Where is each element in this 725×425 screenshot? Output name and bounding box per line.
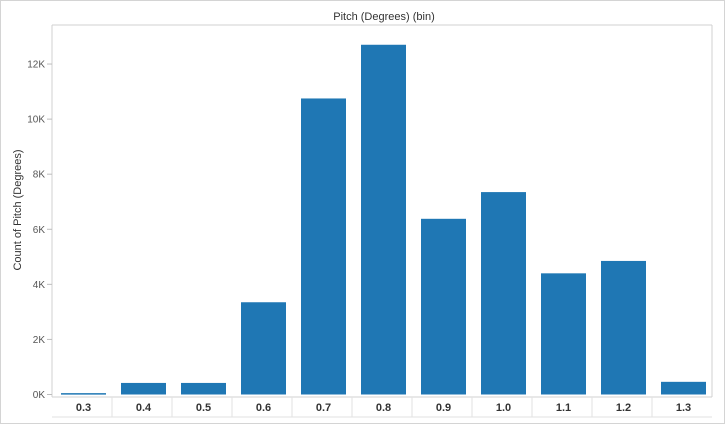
- x-tick-label: 0.5: [196, 402, 211, 414]
- x-tick-label: 1.0: [496, 402, 511, 414]
- y-tick-label: 0K: [33, 390, 46, 401]
- bar[interactable]: [361, 44, 406, 395]
- bars: [61, 44, 706, 395]
- bar[interactable]: [61, 393, 106, 395]
- chart-title: Pitch (Degrees) (bin): [333, 11, 434, 23]
- bar[interactable]: [121, 382, 166, 395]
- y-axis-title: Count of Pitch (Degrees): [12, 149, 24, 270]
- x-tick-label: 0.6: [256, 402, 271, 414]
- y-tick-label: 4K: [33, 280, 46, 291]
- x-tick-label: 0.4: [136, 402, 152, 414]
- bar[interactable]: [421, 218, 466, 395]
- y-tick-label: 2K: [33, 335, 46, 346]
- y-tick-label: 10K: [27, 115, 45, 126]
- x-tick-label: 0.7: [316, 402, 331, 414]
- x-tick-label: 0.3: [76, 402, 91, 414]
- y-tick-label: 8K: [33, 170, 46, 181]
- bar[interactable]: [301, 98, 346, 395]
- x-axis: 0.3 0.4 0.5 0.6 0.7 0.8 0.9 1.0 1.1 1.2 1.3: [76, 397, 691, 417]
- x-tick-label: 1.3: [676, 402, 691, 414]
- bar[interactable]: [481, 192, 526, 395]
- y-tick-label: 12K: [27, 60, 45, 71]
- x-tick-label: 0.8: [376, 402, 391, 414]
- x-tick-label: 0.9: [436, 402, 451, 414]
- bar[interactable]: [181, 382, 226, 395]
- bar[interactable]: [601, 260, 646, 395]
- bar[interactable]: [541, 273, 586, 395]
- y-axis: 0K 2K 4K 6K 8K 10K 12K: [27, 60, 52, 401]
- bar[interactable]: [241, 302, 286, 395]
- bar[interactable]: [661, 381, 706, 395]
- y-tick-label: 6K: [33, 225, 46, 236]
- x-tick-label: 1.2: [616, 402, 631, 414]
- x-tick-label: 1.1: [556, 402, 571, 414]
